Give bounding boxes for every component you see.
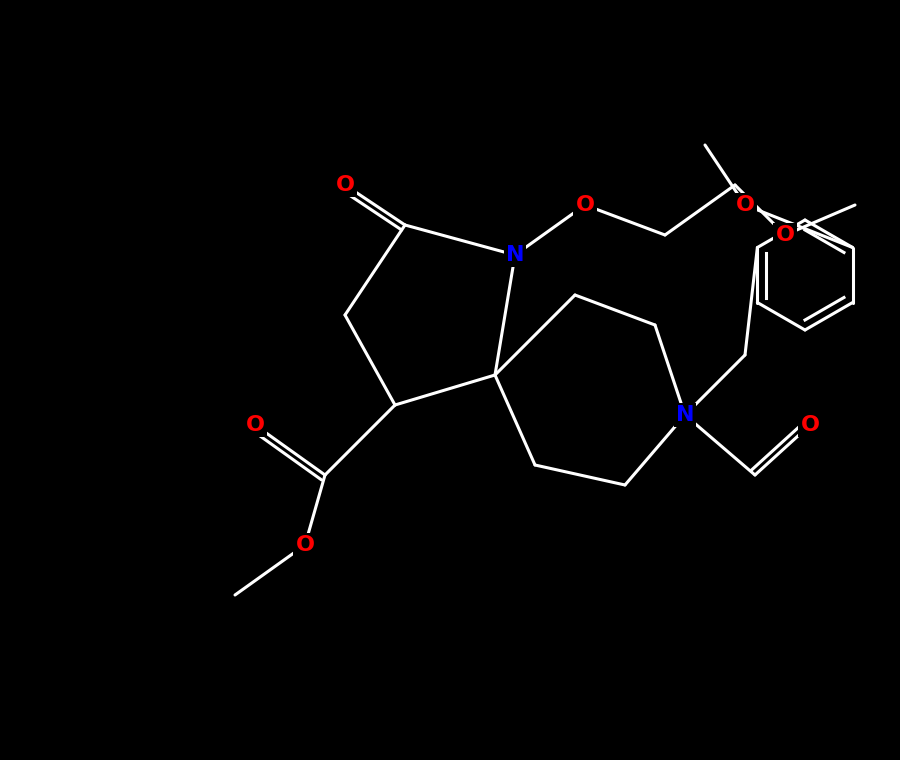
Text: O: O — [575, 195, 595, 215]
Text: O: O — [336, 175, 355, 195]
Text: O: O — [800, 415, 820, 435]
Text: N: N — [676, 405, 694, 425]
Text: O: O — [735, 195, 754, 215]
Text: N: N — [506, 245, 524, 265]
Text: O: O — [295, 535, 314, 555]
Text: O: O — [776, 225, 795, 245]
Text: O: O — [246, 415, 265, 435]
